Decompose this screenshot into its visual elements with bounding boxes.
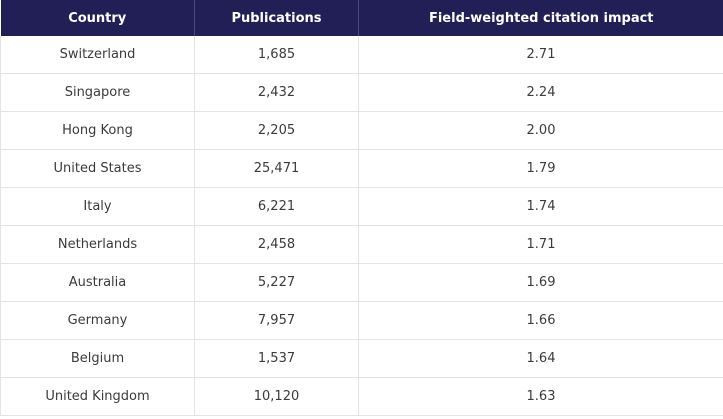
cell-country: Belgium (0, 339, 195, 378)
header-fwci: Field-weighted citation impact (358, 0, 723, 36)
header-country: Country (0, 0, 195, 36)
cell-fwci: 2.71 (358, 36, 723, 74)
table-body: Switzerland 1,685 2.71 Singapore 2,432 2… (0, 36, 723, 416)
cell-fwci: 1.71 (358, 225, 723, 264)
cell-publications: 7,957 (194, 301, 359, 340)
cell-publications: 2,458 (194, 225, 359, 264)
table-row: Hong Kong 2,205 2.00 (0, 111, 723, 150)
table-row: United States 25,471 1.79 (0, 149, 723, 188)
table-header: Country Publications Field-weighted cita… (0, 0, 723, 36)
table-row: Singapore 2,432 2.24 (0, 73, 723, 112)
cell-country: Singapore (0, 73, 195, 112)
cell-fwci: 1.74 (358, 187, 723, 226)
cell-fwci: 1.79 (358, 149, 723, 188)
cell-country: Hong Kong (0, 111, 195, 150)
table-row: Belgium 1,537 1.64 (0, 339, 723, 378)
header-row: Country Publications Field-weighted cita… (0, 0, 723, 36)
cell-fwci: 1.63 (358, 377, 723, 416)
cell-country: Switzerland (0, 36, 195, 74)
cell-publications: 2,432 (194, 73, 359, 112)
cell-country: United States (0, 149, 195, 188)
cell-fwci: 1.69 (358, 263, 723, 302)
cell-publications: 1,537 (194, 339, 359, 378)
cell-publications: 10,120 (194, 377, 359, 416)
cell-publications: 6,221 (194, 187, 359, 226)
cell-country: Italy (0, 187, 195, 226)
table-row: Netherlands 2,458 1.71 (0, 225, 723, 264)
cell-country: Netherlands (0, 225, 195, 264)
cell-country: Germany (0, 301, 195, 340)
header-publications: Publications (194, 0, 359, 36)
table-row: Switzerland 1,685 2.71 (0, 36, 723, 74)
cell-country: United Kingdom (0, 377, 195, 416)
table-row: Australia 5,227 1.69 (0, 263, 723, 302)
cell-fwci: 1.64 (358, 339, 723, 378)
cell-country: Australia (0, 263, 195, 302)
table-row: Germany 7,957 1.66 (0, 301, 723, 340)
cell-publications: 2,205 (194, 111, 359, 150)
cell-fwci: 2.00 (358, 111, 723, 150)
cell-fwci: 2.24 (358, 73, 723, 112)
cell-publications: 25,471 (194, 149, 359, 188)
table-row: United Kingdom 10,120 1.63 (0, 377, 723, 416)
cell-publications: 5,227 (194, 263, 359, 302)
cell-fwci: 1.66 (358, 301, 723, 340)
table-row: Italy 6,221 1.74 (0, 187, 723, 226)
cell-publications: 1,685 (194, 36, 359, 74)
